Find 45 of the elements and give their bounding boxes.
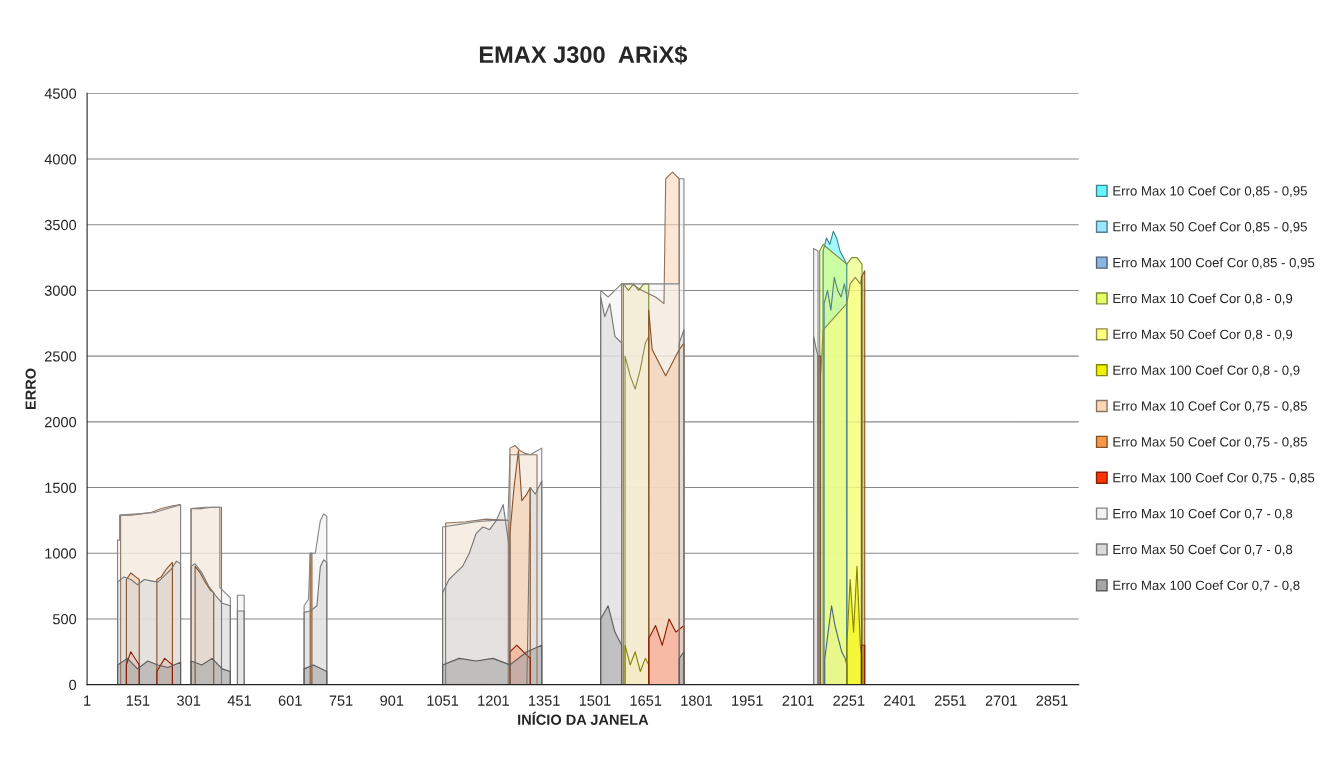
x-tick-label: 451: [227, 695, 251, 706]
legend-label: Erro Max 100 Coef Cor 0,85 - 0,95: [1113, 257, 1315, 269]
x-tick-label: 901: [380, 695, 404, 706]
x-axis-title: INÍCIO DA JANELA: [518, 711, 649, 725]
x-tick-label: 2551: [934, 695, 966, 706]
x-tick-label: 1051: [427, 695, 459, 706]
y-tick-label: 1500: [45, 482, 77, 493]
legend-label: Erro Max 100 Coef Cor 0,7 - 0,8: [1113, 580, 1300, 592]
y-tick-label: 2000: [44, 416, 77, 428]
x-tick-label: 2851: [1036, 695, 1068, 706]
legend-label: Erro Max 50 Coef Cor 0,85 - 0,95: [1113, 221, 1307, 233]
x-tick-label: 2401: [884, 695, 916, 706]
x-tick-label: 301: [177, 695, 201, 706]
y-tick-label: 2500: [44, 351, 77, 362]
legend-label: Erro Max 50 Coef Cor 0,7 - 0,8: [1113, 544, 1293, 556]
legend-label: Erro Max 10 Coef Cor 0,75 - 0,85: [1113, 401, 1307, 413]
legend-label: Erro Max 100 Coef Cor 0,8 - 0,9: [1113, 365, 1300, 377]
x-tick-label: 2251: [833, 695, 865, 706]
y-tick-label: 500: [52, 614, 77, 625]
y-axis-title: ERRO: [25, 368, 36, 410]
y-tick-label: 4500: [44, 88, 77, 99]
legend-label: Erro Max 10 Coef Cor 0,7 - 0,8: [1113, 508, 1293, 520]
legend-label: Erro Max 10 Coef Cor 0,8 - 0,9: [1113, 293, 1293, 305]
legend-label: Erro Max 10 Coef Cor 0,85 - 0,95: [1113, 185, 1307, 198]
y-tick-label: 0: [69, 679, 77, 691]
x-tick-label: 1: [84, 695, 91, 706]
x-tick-label: 1201: [478, 695, 509, 706]
y-tick-label: 3000: [44, 285, 77, 296]
x-tick-label: 1651: [630, 695, 662, 706]
x-tick-label: 601: [278, 695, 302, 706]
legend-label: Erro Max 50 Coef Cor 0,75 - 0,85: [1113, 436, 1307, 449]
x-tick-label: 751: [329, 695, 353, 706]
y-tick-label: 3500: [44, 219, 77, 231]
x-tick-label: 1351: [529, 695, 560, 706]
x-tick-label: 1801: [681, 695, 712, 706]
chart-title: EMAX J300 ARiX$: [479, 45, 688, 65]
x-tick-label: 2701: [985, 695, 1017, 706]
legend-label: Erro Max 50 Coef Cor 0,8 - 0,9: [1113, 329, 1293, 341]
y-tick-label: 4000: [44, 154, 77, 165]
legend-label: Erro Max 100 Coef Cor 0,75 - 0,85: [1113, 472, 1315, 484]
x-tick-label: 151: [126, 695, 150, 706]
x-tick-label: 2101: [782, 695, 814, 706]
y-tick-label: 1000: [45, 548, 77, 559]
x-tick-label: 1951: [732, 695, 763, 706]
x-tick-label: 1501: [579, 695, 611, 706]
